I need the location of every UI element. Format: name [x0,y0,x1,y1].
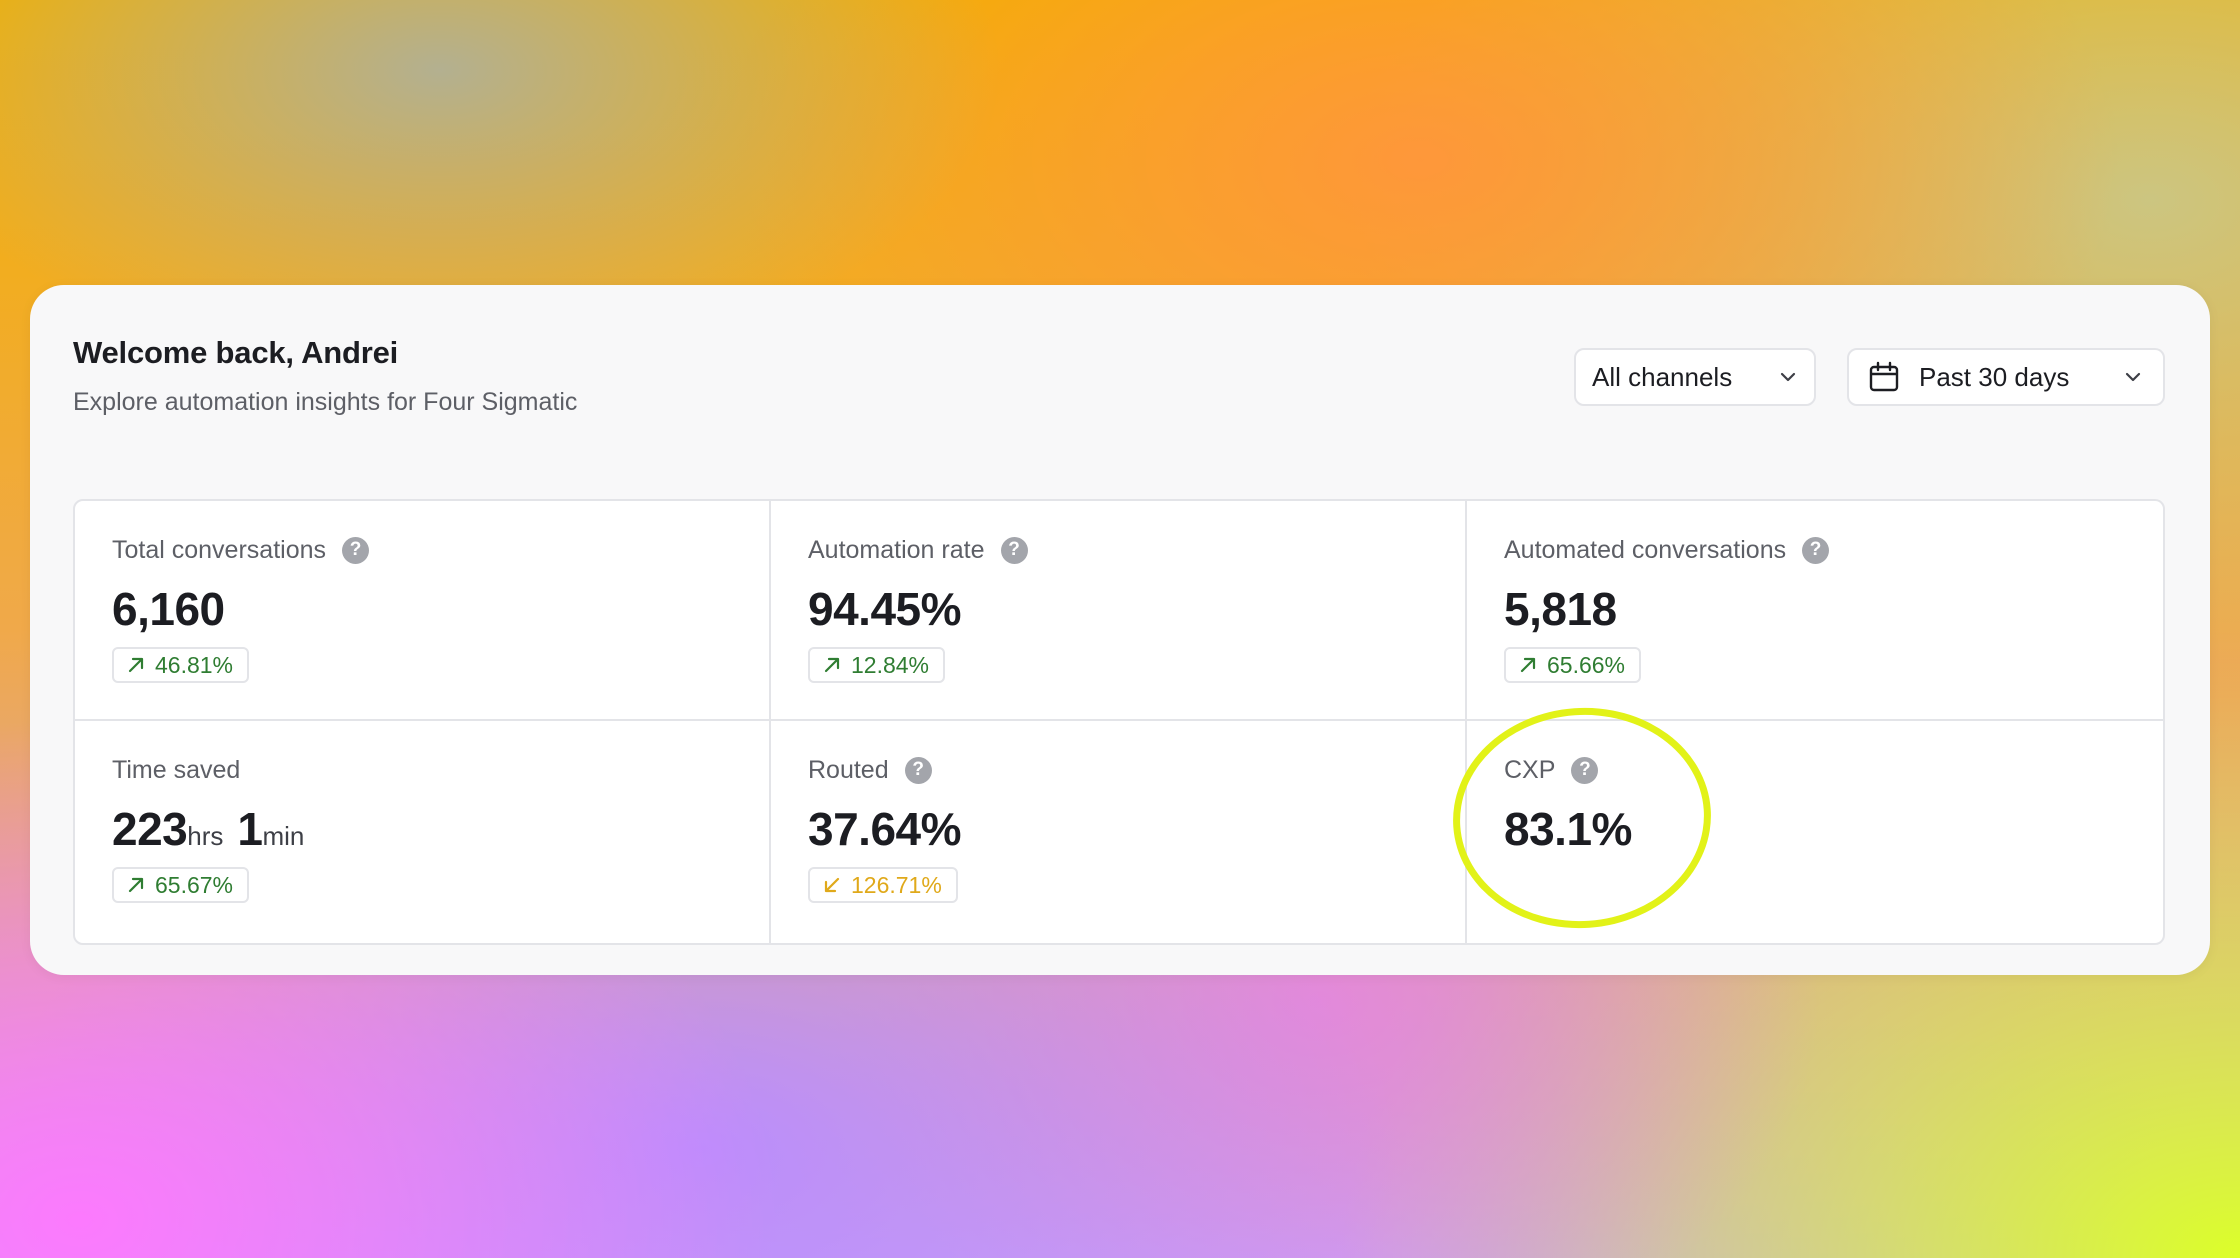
metric-label: CXP [1504,755,1556,784]
help-icon[interactable]: ? [1000,536,1028,564]
trend-value: 65.67% [155,871,234,898]
metric-automation-rate: Automation rate ? 94.45% 12.84% [771,501,1467,721]
frame-bottom-edge [0,1258,2240,1260]
metric-value: 223hrs 1min [112,801,769,857]
trend-badge: 65.66% [1504,647,1642,683]
trend-badge: 12.84% [808,647,946,683]
metric-total-conversations: Total conversations ? 6,160 46.81% [75,501,771,721]
trend-badge: 46.81% [112,647,250,683]
page-subtitle: Explore automation insights for Four Sig… [73,388,578,416]
metric-routed: Routed ? 37.64% 126.71% [771,721,1467,943]
metrics-grid: Total conversations ? 6,160 46.81% Autom… [73,499,2165,945]
metric-label: Total conversations [112,535,327,564]
trend-badge: 126.71% [808,867,958,903]
trend-badge: 65.67% [112,867,250,903]
chevron-down-icon [2121,365,2145,389]
arrow-up-right-icon [126,655,146,675]
arrow-down-left-icon [822,875,842,895]
help-icon[interactable]: ? [342,536,370,564]
metric-time-saved: Time saved 223hrs 1min 65.67% [75,721,771,943]
metric-value: 83.1% [1504,803,1632,855]
trend-value: 65.66% [1547,651,1626,678]
arrow-up-right-icon [822,655,842,675]
metric-value: 37.64% [808,803,962,855]
page-title: Welcome back, Andrei [73,335,399,370]
metric-value: 6,160 [112,583,225,635]
metric-label: Automated conversations [1504,535,1787,564]
arrow-up-right-icon [1518,655,1538,675]
help-icon[interactable]: ? [904,756,932,784]
metric-automated-conversations: Automated conversations ? 5,818 65.66% [1467,501,2163,721]
channel-filter-dropdown[interactable]: All channels [1574,348,1816,406]
date-range-dropdown[interactable]: Past 30 days [1847,348,2165,406]
help-icon[interactable]: ? [1571,756,1599,784]
date-range-label: Past 30 days [1919,361,2070,392]
metric-value: 5,818 [1504,583,1617,635]
arrow-up-right-icon [126,875,146,895]
automation-insights-card: Welcome back, Andrei Explore automation … [30,285,2210,975]
help-icon[interactable]: ? [1802,536,1830,564]
trend-value: 126.71% [851,871,942,898]
metric-label: Automation rate [808,535,985,564]
minutes-unit: min [262,821,305,851]
trend-value: 46.81% [155,651,234,678]
hours-value: 223 [112,803,188,855]
chevron-down-icon [1776,365,1800,389]
hours-unit: hrs [187,821,224,851]
minutes-value: 1 [237,803,263,855]
metric-cxp: CXP ? 83.1% [1467,721,2163,943]
metric-label: Routed [808,755,889,784]
channel-filter-label: All channels [1592,361,1733,392]
trend-value: 12.84% [851,651,930,678]
metric-value: 94.45% [808,583,962,635]
metric-label: Time saved [112,755,241,784]
calendar-icon [1867,360,1901,394]
